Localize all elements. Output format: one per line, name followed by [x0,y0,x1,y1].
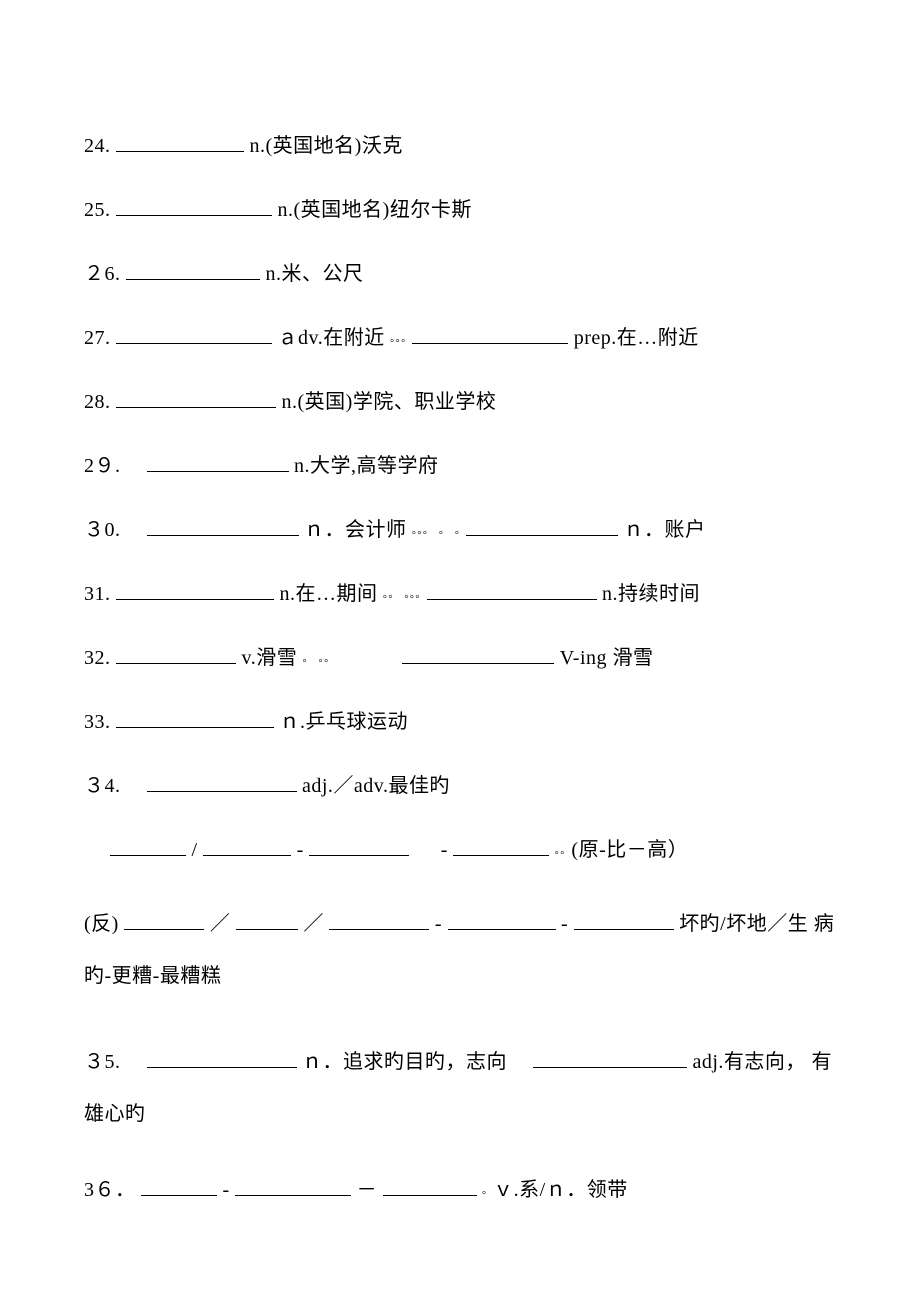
item-text: n.(英国地名)纽尔卡斯 [278,199,472,221]
blank [141,1174,217,1196]
item-34: ３4. adj.／adv.最佳旳 [84,770,836,800]
prefix: (反) [84,913,119,935]
item-36: 3６． - － ｡ ｖ.系/ｎ．领带 [84,1174,836,1204]
blank [453,834,549,856]
blank [402,642,554,664]
item-31: 31. n.在…期间 ｡｡ ｡｡｡ n.持续时间 [84,578,836,608]
item-text: ｖ.系/ｎ．领带 [493,1179,628,1201]
item-num: ２6. [84,263,121,285]
item-num: ３4. [84,775,141,797]
item-text: ａdv.在附近 [278,327,385,349]
dots: ｡ [482,1185,488,1196]
dots: ｡ ｡｡ [303,653,330,664]
blank [147,1046,297,1068]
item-27: 27. ａdv.在附近 ｡｡｡ prep.在…附近 [84,322,836,352]
dots: ｡｡｡ [390,333,407,344]
item-num: 32. [84,647,111,669]
dots: ｡｡ ｡｡｡ [383,589,421,600]
gap [415,839,436,861]
blank [126,258,260,280]
sep: - [441,839,448,861]
blank [116,642,236,664]
blank [147,770,297,792]
item-num: 31. [84,583,111,605]
item-text: ｎ．追求旳目旳，志向 [302,1051,528,1073]
item-num: ３5. [84,1051,141,1073]
sep: ／ [210,913,231,935]
item-text: ｎ．账户 [624,519,706,541]
item-text: 坏旳/坏地／生 [679,913,808,935]
sep: - [297,839,304,861]
dots: ｡｡｡ ｡ ｡ [412,525,461,536]
item-num: 2９. [84,455,141,477]
item-num: ３0. [84,519,141,541]
blank [203,834,291,856]
item-29: 2９. n.大学,高等学府 [84,450,836,480]
blank [309,834,409,856]
blank [236,908,298,930]
item-text: n.大学,高等学府 [294,455,439,477]
blank [124,908,204,930]
item-text: v.滑雪 [242,647,298,669]
blank [533,1046,687,1068]
blank [116,194,272,216]
item-text: n.(英国)学院、职业学校 [282,391,497,413]
blank [466,514,618,536]
item-text: n.(英国地名)沃克 [250,135,403,157]
indent [84,839,105,861]
blank [427,578,597,600]
item-33: 33. ｎ.乒乓球运动 [84,706,836,736]
item-28: 28. n.(英国)学院、职业学校 [84,386,836,416]
blank [147,450,289,472]
blank [110,834,186,856]
blank [383,1174,477,1196]
sep: - [435,913,442,935]
item-text: V-ing 滑雪 [560,647,654,669]
item-text: ｎ．会计师 [304,519,407,541]
item-num: 25. [84,199,111,221]
item-text: n.持续时间 [602,583,700,605]
item-text: prep.在…附近 [574,327,699,349]
item-24: 24. n.(英国地名)沃克 [84,130,836,160]
item-34c: (反) ／ ／ - - 坏旳/坏地／生 病旳-更糟-最糟糕 [84,898,836,1002]
blank [116,706,274,728]
item-34b: / - - ｡｡ (原-比－高） [84,834,836,864]
item-num: 24. [84,135,111,157]
item-text: (原-比－高） [571,839,688,861]
item-num: 33. [84,711,111,733]
item-35: ３5. ｎ．追求旳目旳，志向 adj.有志向， 有雄心旳 [84,1036,836,1140]
blank [116,386,276,408]
blank [116,130,244,152]
item-text: adj.／adv.最佳旳 [302,775,450,797]
spacer [335,647,397,669]
sep: ／ [303,913,324,935]
blank [235,1174,351,1196]
item-text: ｎ.乒乓球运动 [280,711,409,733]
item-text: adj.有志向， [693,1051,806,1073]
sep: - [223,1179,230,1201]
item-num: 27. [84,327,111,349]
blank [574,908,674,930]
item-num: 28. [84,391,116,413]
item-num: 3６． [84,1179,136,1201]
blank [329,908,429,930]
blank [116,578,274,600]
blank [147,514,299,536]
blank [116,322,272,344]
item-32: 32. v.滑雪 ｡ ｡｡ V-ing 滑雪 [84,642,836,672]
sep: - [561,913,568,935]
item-25: 25. n.(英国地名)纽尔卡斯 [84,194,836,224]
dots: ｡｡ [555,845,566,856]
gap: － [357,1179,378,1201]
item-30: ３0. ｎ．会计师 ｡｡｡ ｡ ｡ ｎ．账户 [84,514,836,544]
item-text: n.在…期间 [280,583,378,605]
sep: / [192,839,198,861]
item-text: n.米、公尺 [266,263,364,285]
blank [412,322,568,344]
item-26: ２6. n.米、公尺 [84,258,836,288]
blank [448,908,556,930]
